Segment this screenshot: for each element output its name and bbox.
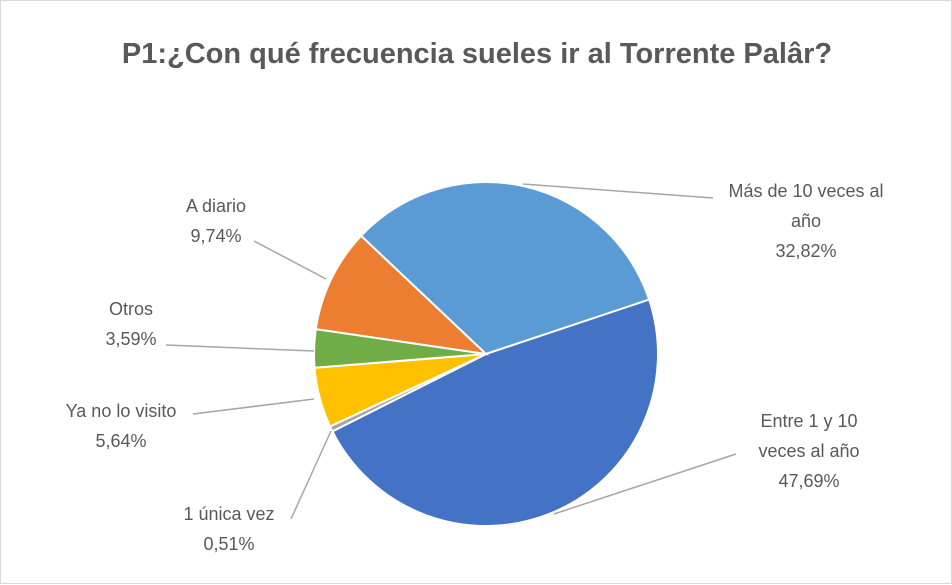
value-label: 0,51% [203,534,255,554]
category-label: Más de 10 veces al año [728,181,884,231]
data-label: A diario 9,74% [156,191,276,251]
leader-line [553,453,737,515]
value-label: 9,74% [190,226,242,246]
category-label: 1 única vez [183,504,275,524]
pie-slice [314,234,489,356]
category-label: Entre 1 y 10 veces al año [758,411,860,461]
category-label: A diario [185,196,247,216]
data-label: 1 única vez 0,51% [149,499,309,559]
leader-line [192,398,315,415]
category-label: Ya no lo visito [65,401,177,421]
leader-line [290,430,332,520]
pie-slice [359,181,651,356]
category-label: Otros [108,299,153,319]
leader-line [522,183,714,199]
chart-title: P1:¿Con qué frecuencia sueles ir al Torr… [121,38,833,70]
value-label: 32,82% [775,241,837,261]
data-label: Ya no lo visito 5,64% [31,396,211,456]
data-label: Entre 1 y 10 veces al año 47,69% [739,406,879,496]
leader-line [165,344,315,352]
value-label: 3,59% [105,329,157,349]
data-label: Otros 3,59% [71,294,191,354]
pie-slice [331,298,659,527]
leader-line [253,240,327,280]
value-label: 47,69% [778,471,840,491]
data-label: Más de 10 veces al año 32,82% [721,176,891,266]
value-label: 5,64% [95,431,147,451]
